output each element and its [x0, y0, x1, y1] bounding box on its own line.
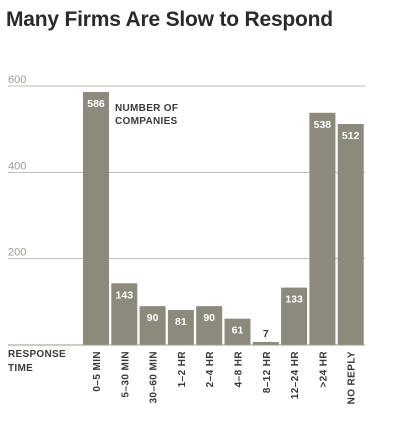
value-labels: 586 143 90 81 90 61 7 133 538 512 — [87, 98, 359, 340]
bar-value-label: 143 — [116, 289, 134, 301]
y-axis-ticks: 200 400 600 — [8, 74, 26, 259]
bar-value-label: 61 — [232, 325, 244, 337]
x-axis-label-line-2: TIME — [8, 363, 33, 374]
bar — [252, 341, 279, 345]
category-labels: 0–5 MIN 5–30 MIN 30–60 MIN 1–2 HR 2–4 HR 4–8 … — [92, 351, 358, 405]
bar-value-label: 90 — [203, 312, 215, 324]
bar — [281, 287, 308, 345]
x-tick-label: >24 HR — [318, 351, 329, 388]
x-tick-label: 0–5 MIN — [92, 351, 103, 392]
x-tick-label: 4–8 HR — [234, 351, 245, 388]
bars — [83, 92, 364, 345]
y-tick-label: 400 — [8, 160, 26, 172]
y-tick-label: 200 — [8, 247, 26, 259]
bar-value-label: 538 — [314, 119, 332, 131]
x-tick-label: 5–30 MIN — [120, 351, 131, 398]
bar — [111, 283, 138, 345]
bar — [337, 123, 364, 345]
bar — [224, 318, 251, 345]
x-axis-label-line-1: RESPONSE — [8, 349, 66, 360]
bar — [139, 306, 166, 345]
series-label-line-2: COMPANIES — [115, 116, 178, 127]
x-tick-label: 30–60 MIN — [149, 351, 160, 404]
bar — [196, 306, 223, 345]
gridlines — [8, 85, 365, 260]
x-tick-label: 2–4 HR — [205, 351, 216, 388]
bar-value-label: 586 — [87, 98, 105, 110]
bar-value-label: 512 — [342, 130, 360, 142]
x-tick-label: 12–24 HR — [290, 351, 301, 400]
chart-title: Many Firms Are Slow to Respond — [6, 8, 333, 31]
x-tick-label: 1–2 HR — [177, 351, 188, 388]
bar-value-label: 133 — [285, 294, 303, 306]
bar-value-label: 7 — [263, 328, 269, 340]
bar-value-label: 90 — [147, 312, 159, 324]
bar — [83, 92, 109, 345]
y-tick-label: 600 — [8, 74, 26, 86]
bar — [167, 310, 194, 345]
bar — [309, 112, 336, 345]
x-tick-label: 8–12 HR — [262, 351, 273, 394]
x-tick-label: NO REPLY — [347, 351, 358, 404]
bar-value-label: 81 — [175, 316, 187, 328]
series-label-line-1: NUMBER OF — [115, 103, 178, 114]
